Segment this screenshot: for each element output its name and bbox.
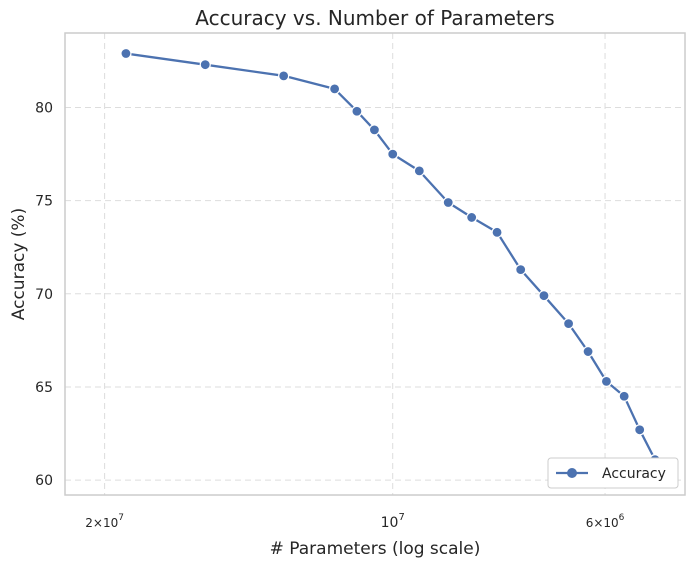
data-point	[600, 375, 613, 387]
grid	[65, 33, 685, 495]
data-point	[491, 226, 503, 238]
data-point	[582, 345, 594, 358]
series-layer	[120, 47, 673, 473]
x-tick-label: 107	[381, 512, 405, 531]
data-point	[562, 318, 575, 330]
data-point	[329, 83, 341, 95]
data-point	[413, 165, 425, 177]
data-point	[515, 263, 527, 276]
data-point	[618, 390, 630, 402]
data-point	[387, 148, 399, 160]
data-point	[442, 196, 454, 209]
y-axis-label: Accuracy (%)	[9, 208, 29, 320]
x-tick-label: 2×107	[85, 513, 124, 530]
data-point	[538, 290, 550, 302]
data-point	[278, 70, 290, 82]
data-point	[466, 211, 478, 224]
data-point	[351, 105, 363, 117]
legend: Accuracy	[547, 457, 679, 489]
plot-area	[65, 33, 685, 495]
legend-box	[547, 457, 679, 489]
y-tick-label: 80	[35, 101, 53, 117]
y-tick-label: 70	[35, 287, 53, 303]
legend-series-name: Accuracy	[602, 466, 666, 482]
y-tick-label: 60	[35, 473, 53, 489]
data-point	[634, 424, 646, 436]
x-tick-label: 6×106	[586, 513, 625, 530]
data-point	[120, 47, 132, 60]
y-tick-labels: 60 65 70 75 80	[35, 101, 53, 490]
data-point	[199, 59, 211, 71]
x-tick-labels: 2×107 107 6×106	[85, 512, 624, 531]
y-tick-label: 65	[35, 380, 53, 396]
y-tick-label: 75	[35, 194, 53, 210]
data-point	[368, 124, 381, 136]
legend-marker	[567, 468, 577, 478]
plot-frame	[64, 32, 686, 496]
chart-title: Accuracy vs. Number of Parameters	[195, 6, 554, 30]
x-axis-label: # Parameters (log scale)	[270, 539, 481, 559]
